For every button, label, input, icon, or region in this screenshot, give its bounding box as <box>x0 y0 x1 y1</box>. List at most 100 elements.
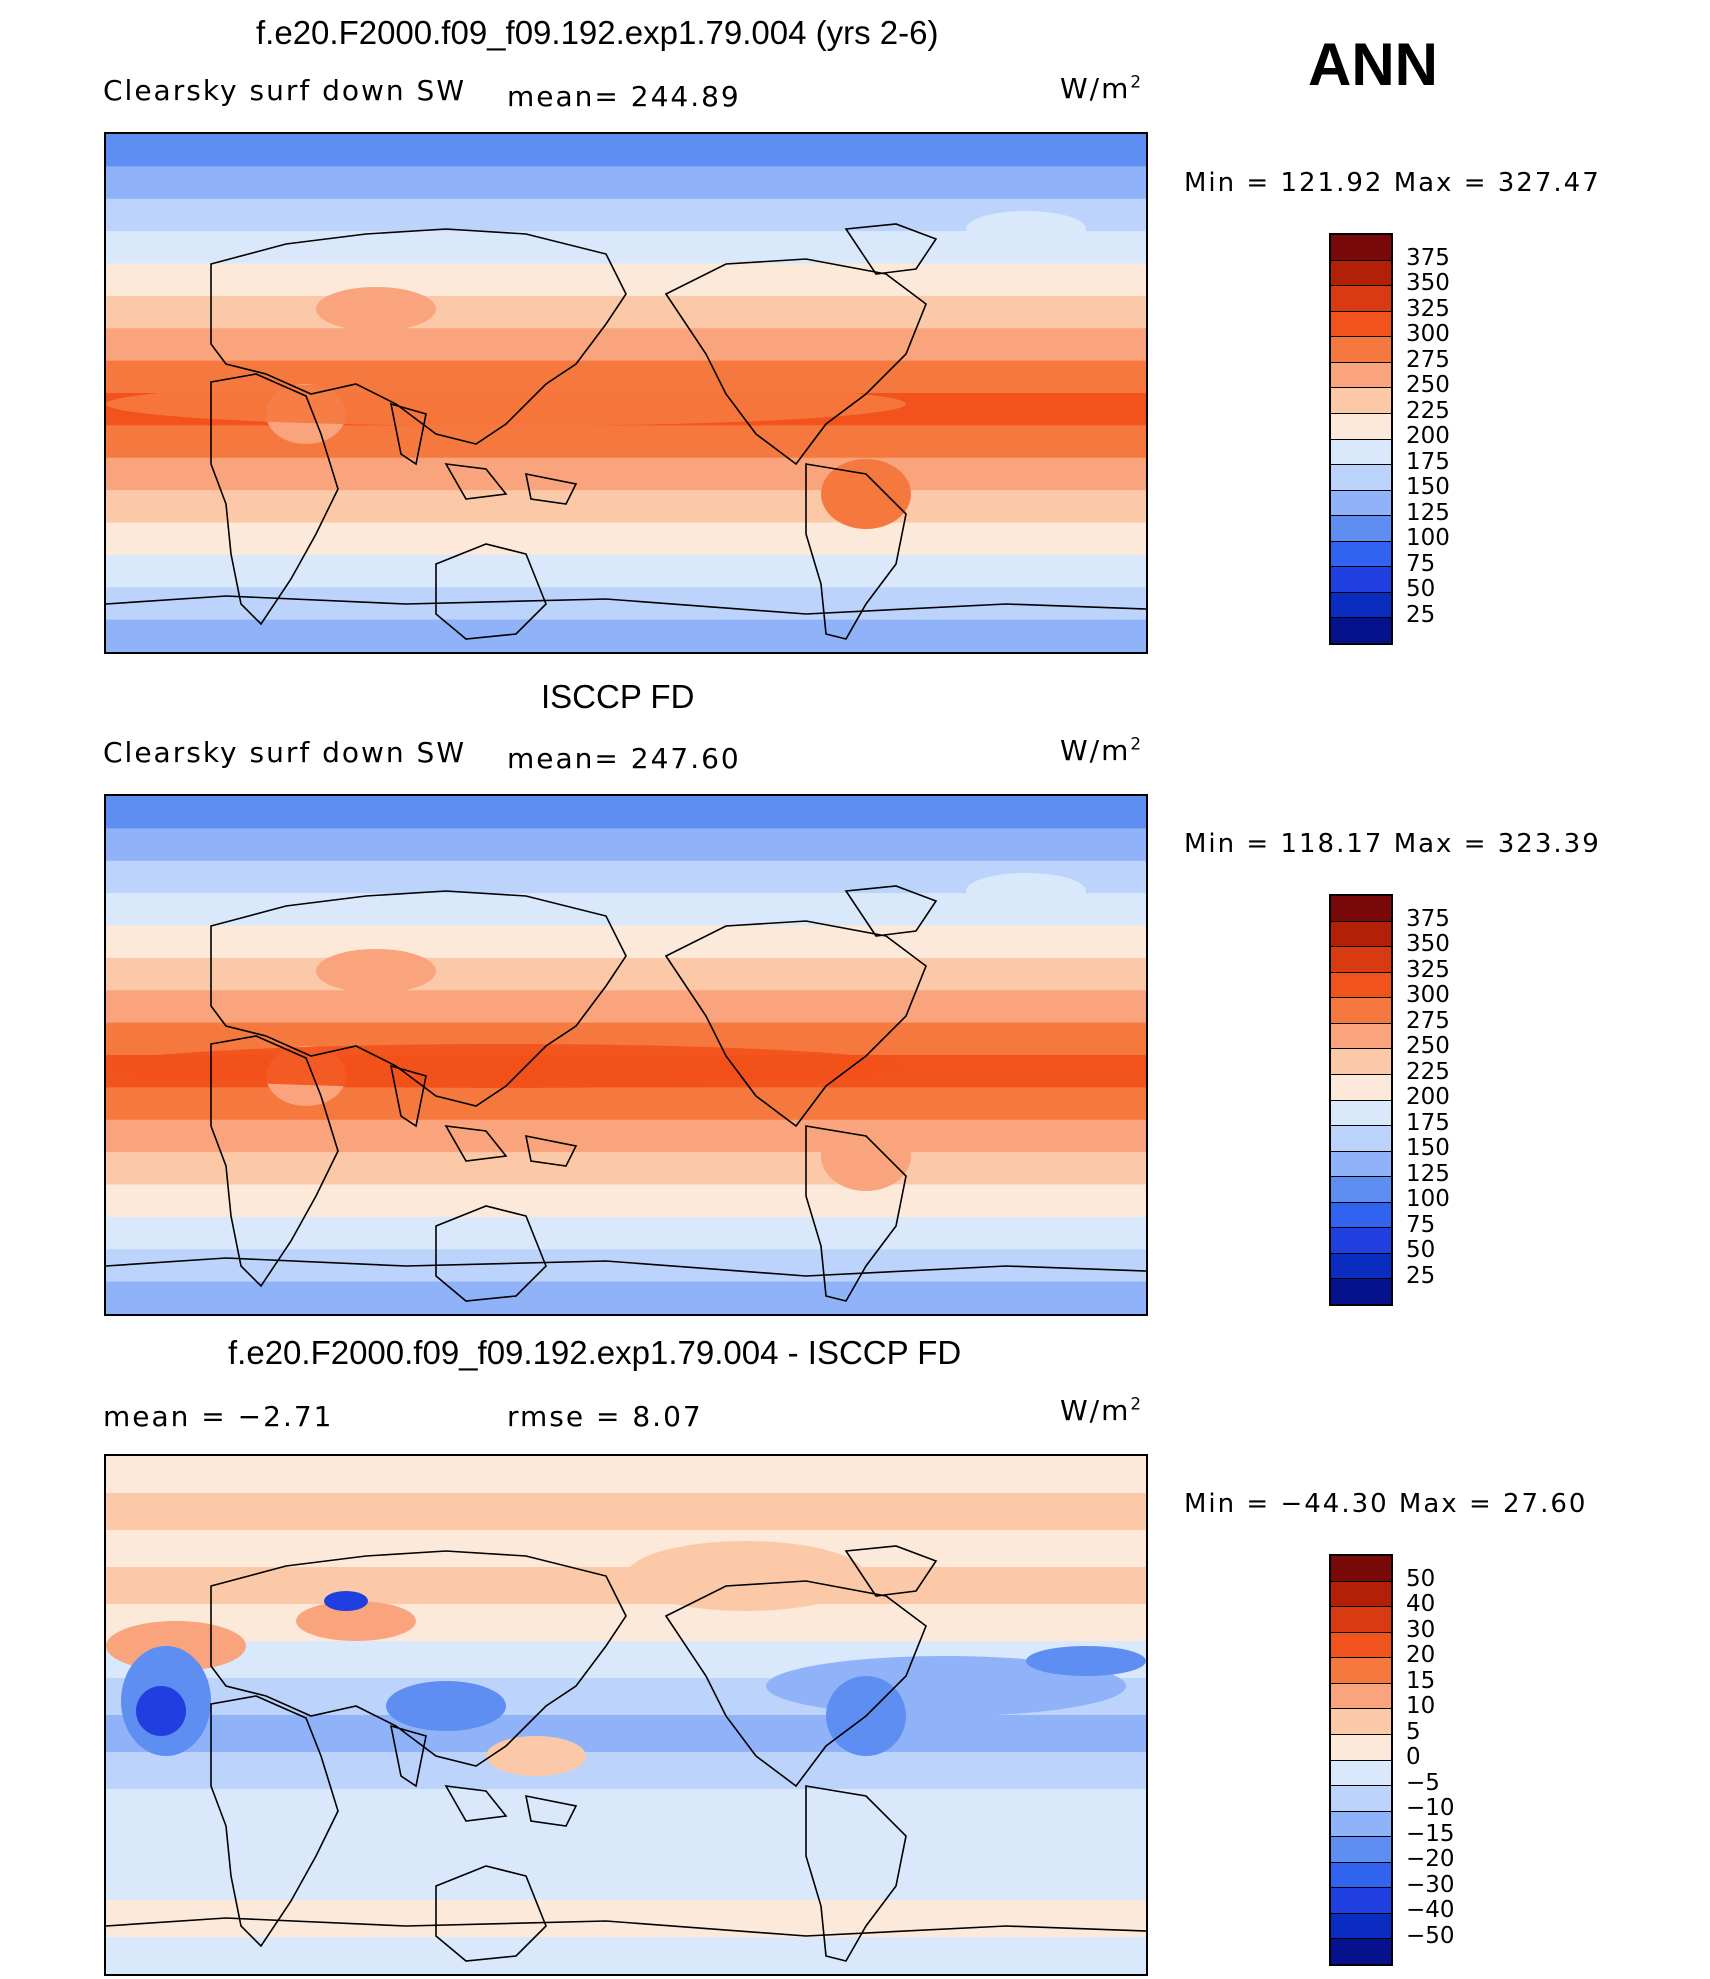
colorbar-tick-label: −10 <box>1406 1795 1455 1821</box>
colorbar-tick-label: 100 <box>1406 1186 1450 1212</box>
colorbar-box <box>1331 286 1391 312</box>
colorbar-box <box>1331 439 1391 466</box>
colorbar-tick-label: 275 <box>1406 1007 1450 1034</box>
colorbar-tick-label: −30 <box>1406 1871 1455 1898</box>
colorbar-tick-label: 50 <box>1406 1237 1436 1263</box>
colorbar-tick-label: 100 <box>1406 525 1450 551</box>
colorbar-box <box>1331 1607 1391 1633</box>
colorbar-tick-label: −20 <box>1406 1846 1455 1872</box>
colorbar-box <box>1331 490 1391 517</box>
colorbar-tick-label: −50 <box>1406 1922 1455 1949</box>
colorbar-box <box>1331 388 1391 414</box>
colorbar-tick-label: 20 <box>1406 1642 1436 1668</box>
colorbar-box <box>1331 1862 1391 1889</box>
colorbar-tick-label: 250 <box>1406 372 1450 398</box>
colorbar-box <box>1331 1177 1391 1203</box>
panel-1-units: W/m2 <box>1060 71 1144 105</box>
colorbar-box <box>1331 972 1391 999</box>
colorbar-tick-label: 200 <box>1406 423 1450 449</box>
colorbar-tick-label: −40 <box>1406 1897 1455 1923</box>
colorbar-box <box>1331 1837 1391 1863</box>
map-canvas <box>106 134 1146 652</box>
colorbar-tick-label: 25 <box>1406 1262 1436 1289</box>
colorbar-box <box>1331 1581 1391 1608</box>
panel-1-mean-label: mean= 244.89 <box>507 80 741 113</box>
colorbar-tick-label: 0 <box>1406 1744 1421 1770</box>
colorbar-box <box>1331 413 1391 440</box>
colorbar-box <box>1331 516 1391 542</box>
colorbar-box <box>1331 921 1391 948</box>
colorbar-box <box>1331 1556 1391 1582</box>
colorbar-tick-label: 150 <box>1406 474 1450 500</box>
colorbar-box <box>1331 1658 1391 1684</box>
colorbar-box <box>1331 1126 1391 1152</box>
colorbar-tick-label: 75 <box>1406 1211 1436 1238</box>
colorbar-box <box>1331 260 1391 287</box>
panel-1-minmax: Min = 121.92 Max = 327.47 <box>1184 168 1601 198</box>
colorbar-tick-label: 275 <box>1406 346 1450 373</box>
colorbar-box <box>1331 1228 1391 1254</box>
colorbar-tick-label: 375 <box>1406 244 1450 271</box>
colorbar-tick-label: 40 <box>1406 1591 1436 1617</box>
colorbar-tick-label: 175 <box>1406 1109 1450 1136</box>
colorbar-tick-label: −5 <box>1406 1769 1440 1796</box>
colorbar-box <box>1331 1811 1391 1838</box>
colorbar-box <box>1331 1709 1391 1735</box>
colorbar-tick-label: 30 <box>1406 1616 1436 1643</box>
colorbar-tick-label: 300 <box>1406 321 1450 347</box>
colorbar-box <box>1331 618 1391 643</box>
colorbar-tick-label: 175 <box>1406 448 1450 475</box>
colorbar-box <box>1331 541 1391 568</box>
colorbar-box <box>1331 1023 1391 1050</box>
map-canvas <box>106 796 1146 1314</box>
panel-2-colorbar <box>1329 894 1393 1306</box>
panel-2-units: W/m2 <box>1060 733 1144 767</box>
colorbar-box <box>1331 1888 1391 1914</box>
colorbar-tick-label: 250 <box>1406 1033 1450 1059</box>
colorbar-tick-label: 25 <box>1406 601 1436 628</box>
colorbar-tick-label: 225 <box>1406 1058 1450 1085</box>
season-label: ANN <box>1308 31 1438 98</box>
colorbar-box <box>1331 1049 1391 1075</box>
colorbar-tick-label: 15 <box>1406 1667 1436 1694</box>
panel-3-colorbar-labels: 50 40 30 20 15 10 5 0 −5 −10 −15 −20 −30 −40 −50 <box>1406 1554 1486 1962</box>
colorbar-box <box>1331 1786 1391 1812</box>
colorbar-box <box>1331 1202 1391 1229</box>
colorbar-box <box>1331 567 1391 593</box>
panel-3-map <box>104 1454 1148 1976</box>
colorbar-tick-label: 350 <box>1406 931 1450 957</box>
colorbar-box <box>1331 235 1391 261</box>
panel-2-colorbar-labels: 375 350 325 300 275 250 225 200 175 150 125 100 75 50… <box>1406 894 1486 1302</box>
colorbar-box <box>1331 1100 1391 1127</box>
colorbar-tick-label: 375 <box>1406 905 1450 932</box>
panel-3-mean-label: mean = −2.71 <box>103 1400 334 1433</box>
colorbar-box <box>1331 1151 1391 1178</box>
colorbar-tick-label: 50 <box>1406 1565 1436 1592</box>
colorbar-box <box>1331 592 1391 619</box>
colorbar-box <box>1331 1279 1391 1304</box>
panel-1-map <box>104 132 1148 654</box>
colorbar-tick-label: 300 <box>1406 982 1450 1008</box>
panel-1-colorbar-labels: 375 350 325 300 275 250 225 200 175 150 125 100 75 50… <box>1406 233 1486 641</box>
colorbar-box <box>1331 1074 1391 1101</box>
panel-3-colorbar <box>1329 1554 1393 1966</box>
panel-3-minmax: Min = −44.30 Max = 27.60 <box>1184 1489 1588 1519</box>
colorbar-box <box>1331 1253 1391 1280</box>
panel-2-map <box>104 794 1148 1316</box>
colorbar-tick-label: 350 <box>1406 270 1450 296</box>
colorbar-tick-label: 325 <box>1406 295 1450 322</box>
colorbar-box <box>1331 1632 1391 1659</box>
panel-3-title: f.e20.F2000.f09_f09.192.exp1.79.004 - IS… <box>228 1334 962 1371</box>
colorbar-box <box>1331 947 1391 973</box>
colorbar-tick-label: 225 <box>1406 397 1450 424</box>
panel-2-mean-label: mean= 247.60 <box>507 742 741 775</box>
colorbar-tick-label: 5 <box>1406 1718 1421 1745</box>
colorbar-tick-label: 75 <box>1406 550 1436 577</box>
colorbar-tick-label: 125 <box>1406 499 1450 526</box>
colorbar-box <box>1331 1913 1391 1940</box>
panel-1-title: f.e20.F2000.f09_f09.192.exp1.79.004 (yrs… <box>256 14 939 51</box>
colorbar-box <box>1331 1760 1391 1787</box>
panel-1-variable-label: Clearsky surf down SW <box>103 74 467 107</box>
panel-3-units: W/m2 <box>1060 1393 1144 1427</box>
colorbar-box <box>1331 1683 1391 1710</box>
